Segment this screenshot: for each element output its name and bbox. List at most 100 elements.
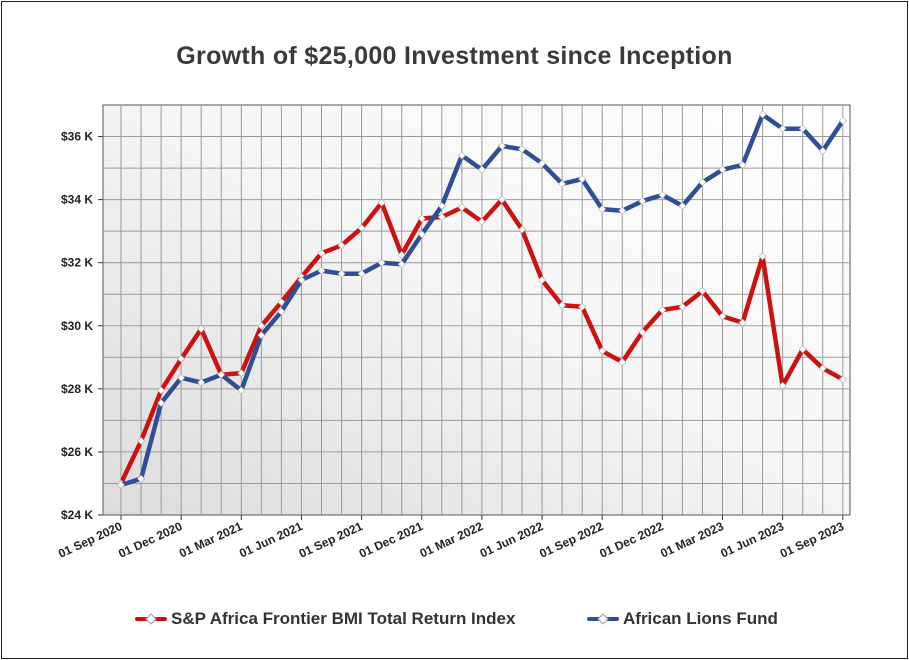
data-point-african-lions [758,110,767,119]
data-point-sp-africa [738,318,747,327]
x-tick-label: 01 Sep 2022 [537,519,605,561]
data-point-sp-africa [558,301,567,310]
data-point-african-lions [538,159,547,168]
data-point-sp-africa [838,375,847,384]
plot-area [102,104,851,516]
data-point-african-lions [237,386,246,395]
chart-title: Growth of $25,000 Investment since Incep… [176,42,733,70]
y-tick-label: $36 K [61,130,93,144]
data-point-african-lions [778,124,787,133]
legend-label-sp-africa: S&P Africa Frontier BMI Total Return Ind… [171,609,516,628]
x-tick-label: 01 Dec 2020 [116,519,184,561]
y-tick-label: $28 K [61,382,93,396]
data-point-sp-africa [277,298,286,307]
x-tick-label: 01 Dec 2021 [357,519,425,561]
x-tick-label: 01 Dec 2022 [597,519,665,561]
data-point-african-lions [217,370,226,379]
data-point-african-lions [357,269,366,278]
data-point-sp-africa [257,321,266,330]
data-point-african-lions [117,481,125,489]
data-point-african-lions [598,205,607,214]
data-point-african-lions [658,190,667,199]
series-group [117,110,847,489]
data-point-african-lions [518,145,526,154]
data-point-african-lions [497,142,506,150]
data-point-african-lions [558,179,567,188]
data-point-sp-africa [177,354,186,363]
data-point-african-lions [718,165,727,174]
y-tick-label: $30 K [61,319,93,333]
data-point-african-lions [177,373,186,382]
x-tick-label: 01 Sep 2023 [778,519,846,561]
data-point-sp-africa [618,358,627,366]
y-axis: $24 K $26 K $28 K $30 K $32 K $34 K $36 K [61,130,103,522]
y-tick-label: $34 K [61,193,93,207]
data-point-sp-africa [337,241,346,250]
data-point-sp-africa [237,369,246,378]
data-point-sp-africa [197,324,206,333]
data-point-sp-africa [137,436,146,445]
data-point-sp-africa [778,381,787,390]
y-tick-label: $26 K [61,445,93,459]
data-point-sp-africa [638,328,647,337]
y-tick-label: $24 K [61,508,93,522]
legend-swatch-red [135,612,167,626]
legend-item-african-lions[interactable]: African Lions Fund [587,608,778,630]
legend-label-african-lions: African Lions Fund [623,609,778,628]
x-tick-label: 01 Mar 2022 [418,519,486,561]
x-tick-label: 01 Sep 2020 [56,519,124,561]
data-point-african-lions [638,197,647,206]
data-point-sp-africa [357,224,366,232]
data-point-sp-africa [698,287,707,296]
data-point-african-lions [678,201,687,210]
x-tick-label: 01 Jun 2022 [478,519,546,561]
data-point-sp-africa [818,364,827,373]
data-point-sp-africa [578,302,587,311]
data-point-sp-africa [377,198,386,207]
data-point-sp-africa [658,306,667,314]
y-tick-label: $32 K [61,256,93,270]
x-tick-label: 01 Mar 2023 [658,519,726,561]
data-point-african-lions [417,230,426,239]
data-point-african-lions [317,266,326,275]
data-point-african-lions [578,175,587,184]
grid-lines [103,105,850,515]
legend-swatch-blue [587,612,619,626]
x-tick-label: 01 Sep 2021 [297,519,365,561]
data-point-african-lions [257,331,266,340]
data-point-sp-africa [758,252,767,261]
data-point-african-lions [798,124,807,133]
data-point-african-lions [738,160,747,169]
data-point-african-lions [397,260,406,269]
data-point-sp-africa [457,203,466,212]
data-point-african-lions [618,206,627,215]
data-point-sp-africa [718,312,727,321]
data-point-african-lions [137,474,146,483]
data-point-african-lions [818,146,827,155]
data-point-sp-africa [538,276,547,284]
data-point-african-lions [698,178,707,187]
x-tick-label: 01 Mar 2021 [177,519,245,561]
data-point-african-lions [157,399,166,407]
data-point-sp-africa [417,214,426,223]
data-point-sp-africa [317,249,326,258]
data-point-african-lions [337,269,346,278]
data-point-sp-africa [477,217,486,226]
data-point-african-lions [277,307,286,316]
data-point-sp-africa [798,345,807,354]
data-point-sp-africa [157,386,166,395]
data-point-african-lions [297,276,306,284]
data-point-sp-africa [437,213,446,221]
legend-item-sp-africa[interactable]: S&P Africa Frontier BMI Total Return Ind… [135,608,515,630]
data-point-sp-africa [518,225,526,234]
x-tick-label: 01 Jun 2023 [718,519,786,561]
data-point-african-lions [197,378,206,387]
data-point-african-lions [377,258,386,267]
data-point-african-lions [477,165,486,174]
x-tick-label: 01 Jun 2021 [237,519,305,561]
data-point-sp-africa [598,347,607,355]
data-point-african-lions [457,151,466,160]
data-point-african-lions [437,201,446,210]
data-point-sp-africa [678,302,687,311]
